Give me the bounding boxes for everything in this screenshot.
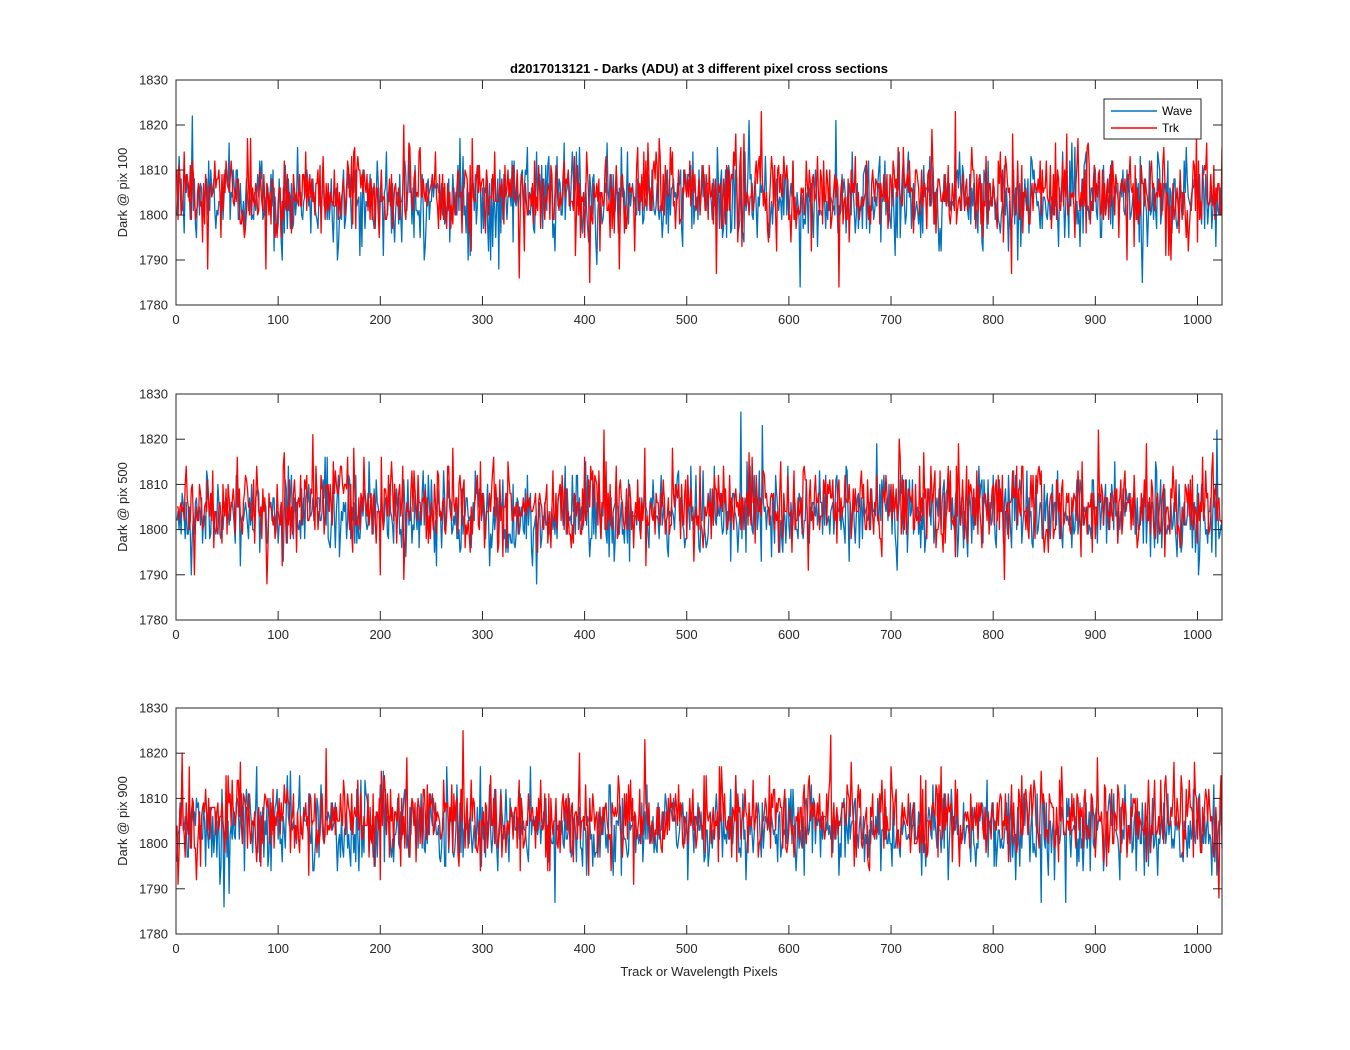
legend-label-trk: Trk bbox=[1162, 121, 1180, 135]
y-tick-label: 1790 bbox=[139, 881, 168, 896]
x-tick-label: 900 bbox=[1084, 941, 1106, 956]
series-line-trk-2 bbox=[177, 429, 1222, 585]
x-tick-label: 0 bbox=[172, 941, 179, 956]
x-tick-label: 300 bbox=[472, 941, 494, 956]
y-tick-label: 1820 bbox=[139, 118, 168, 133]
x-tick-label: 300 bbox=[472, 627, 494, 642]
subplots: 0 100 200 300 400 500 600 700 800 900 100017801790… bbox=[115, 73, 1223, 956]
x-tick-label: 1000 bbox=[1183, 941, 1212, 956]
axes-frame bbox=[175, 79, 1223, 306]
series-line-trk-3 bbox=[176, 729, 1222, 899]
series-line-wave-3 bbox=[176, 766, 1222, 908]
x-tick-label: 0 bbox=[172, 627, 179, 642]
y-tick-label: 1810 bbox=[139, 791, 168, 806]
x-tick-label: 700 bbox=[880, 941, 902, 956]
x-tick-label: 200 bbox=[369, 312, 391, 327]
legend: Wave Trk bbox=[1103, 98, 1202, 140]
x-tick-label: 400 bbox=[574, 941, 596, 956]
y-tick-label: 1800 bbox=[139, 836, 168, 851]
x-tick-label: 100 bbox=[267, 312, 289, 327]
x-tick-label: 200 bbox=[369, 627, 391, 642]
x-tick-label: 500 bbox=[676, 627, 698, 642]
y-axis-label-3: Dark @ pix 900 bbox=[115, 776, 130, 866]
axes-frame bbox=[175, 393, 1223, 621]
subplot-2: 0 100 200 300 400 500 600 700 800 900 1000 1780 1790… bbox=[115, 387, 1223, 642]
chart-title: d2017013121 - Darks (ADU) at 3 different… bbox=[510, 61, 888, 76]
y-tick-label: 1810 bbox=[139, 163, 168, 178]
axes-frame bbox=[175, 707, 1223, 935]
y-tick-label: 1800 bbox=[139, 208, 168, 223]
subplot-1: 0 100 200 300 400 500 600 700 800 900 1000 1780 1790… bbox=[115, 73, 1223, 327]
y-tick-label: 1790 bbox=[139, 253, 168, 268]
x-tick-label: 300 bbox=[472, 312, 494, 327]
x-tick-label: 200 bbox=[369, 941, 391, 956]
y-axis-label-1: Dark @ pix 100 bbox=[115, 148, 130, 238]
y-tick-label: 1800 bbox=[139, 522, 168, 537]
x-tick-label: 1000 bbox=[1183, 627, 1212, 642]
x-tick-label: 100 bbox=[267, 941, 289, 956]
x-tick-label: 100 bbox=[267, 627, 289, 642]
legend-box bbox=[1103, 98, 1202, 140]
y-tick-label: 1820 bbox=[139, 432, 168, 447]
x-axis-label: Track or Wavelength Pixels bbox=[620, 964, 778, 979]
series-line-trk-1 bbox=[176, 110, 1222, 288]
x-tick-label: 500 bbox=[676, 941, 698, 956]
x-tick-label: 800 bbox=[982, 941, 1004, 956]
x-tick-label: 600 bbox=[778, 312, 800, 327]
y-tick-label: 1830 bbox=[139, 387, 168, 402]
x-tick-label: 900 bbox=[1084, 312, 1106, 327]
x-tick-label: 500 bbox=[676, 312, 698, 327]
y-tick-label: 1810 bbox=[139, 477, 168, 492]
y-tick-label: 1820 bbox=[139, 746, 168, 761]
y-tick-label: 1780 bbox=[139, 927, 168, 942]
x-tick-label: 800 bbox=[982, 312, 1004, 327]
y-tick-label: 1790 bbox=[139, 567, 168, 582]
x-tick-label: 700 bbox=[880, 312, 902, 327]
subplot-3: 0 100 200 300 400 500 600 700 800 900 1000 1780 1790… bbox=[115, 701, 1223, 956]
y-tick-label: 1830 bbox=[139, 73, 168, 88]
x-tick-label: 400 bbox=[574, 312, 596, 327]
y-axis-label-2: Dark @ pix 500 bbox=[115, 462, 130, 552]
y-tick-label: 1780 bbox=[139, 298, 168, 313]
x-tick-label: 800 bbox=[982, 627, 1004, 642]
x-tick-label: 600 bbox=[778, 627, 800, 642]
legend-label-wave: Wave bbox=[1162, 104, 1193, 118]
x-tick-label: 600 bbox=[778, 941, 800, 956]
x-tick-label: 0 bbox=[172, 312, 179, 327]
x-tick-label: 1000 bbox=[1183, 312, 1212, 327]
x-tick-label: 400 bbox=[574, 627, 596, 642]
x-tick-label: 900 bbox=[1084, 627, 1106, 642]
y-tick-label: 1780 bbox=[139, 613, 168, 628]
y-tick-label: 1830 bbox=[139, 701, 168, 716]
x-tick-label: 700 bbox=[880, 627, 902, 642]
